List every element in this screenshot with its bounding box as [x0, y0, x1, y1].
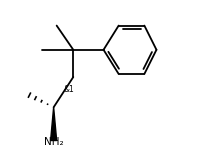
- Polygon shape: [51, 107, 57, 140]
- Text: NH₂: NH₂: [44, 137, 63, 147]
- Text: &1: &1: [64, 85, 74, 94]
